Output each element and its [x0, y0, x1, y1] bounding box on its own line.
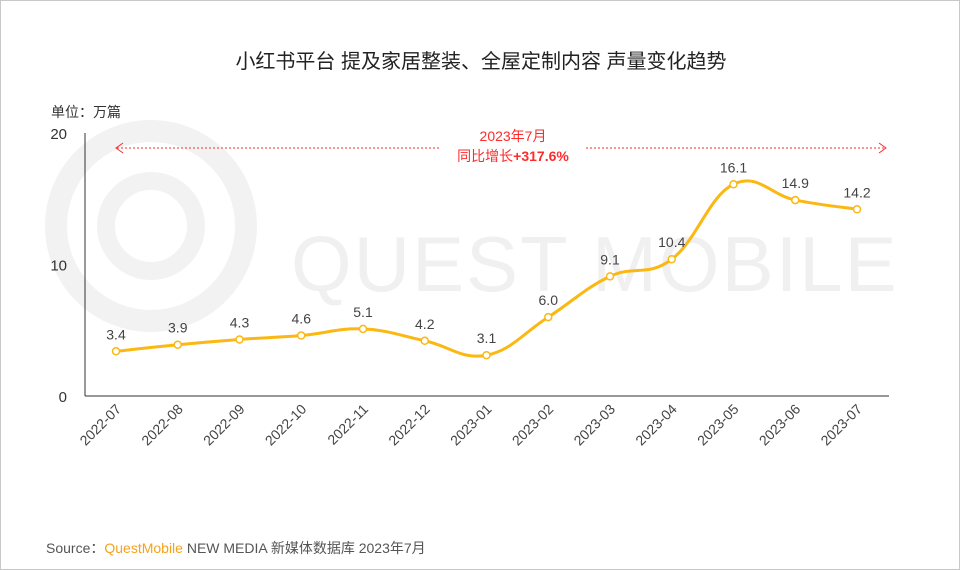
x-tick-label: 2022-10 [262, 401, 310, 449]
data-point [358, 324, 368, 334]
data-point [605, 272, 615, 281]
source-note: Source：QuestMobile NEW MEDIA 新媒体数据库 2023… [46, 538, 426, 558]
x-tick-label: 2023-01 [447, 401, 495, 449]
watermark-logo [45, 120, 257, 332]
data-point [111, 347, 121, 356]
data-label: 16.1 [720, 159, 747, 175]
x-tick-label: 2022-09 [200, 401, 248, 449]
data-point [667, 254, 676, 264]
x-tick-label: 2023-06 [756, 401, 804, 449]
x-tick-label: 2023-05 [694, 401, 742, 449]
x-tick-label: 2022-08 [138, 401, 186, 449]
watermark-image [291, 213, 931, 313]
data-label: 3.4 [106, 326, 126, 342]
data-point [482, 350, 491, 360]
x-tick-label: 2023-04 [632, 401, 680, 449]
data-point [791, 195, 800, 205]
x-tick-label: 2023-07 [817, 401, 865, 449]
y-tick-label: 10 [50, 258, 67, 275]
data-label: 4.6 [292, 311, 312, 327]
data-label: 14.9 [782, 175, 809, 191]
data-label: 5.1 [353, 304, 373, 320]
arrow-head-right-icon [878, 142, 887, 154]
unit-label: 单位：万篇 [51, 104, 121, 120]
x-tick-label: 2022-11 [324, 401, 371, 448]
chart-title: 小红书平台 提及家居整装、全屋定制内容 声量变化趋势 [235, 51, 727, 73]
source-brand: QuestMobile [104, 540, 183, 556]
annotation-growth-label: 同比增长 [457, 148, 513, 164]
source-rest: NEW MEDIA 新媒体数据库 2023年7月 [182, 540, 426, 556]
data-label: 4.3 [230, 314, 250, 330]
source-label: Source： [46, 540, 105, 556]
data-point [420, 336, 429, 346]
data-point [173, 340, 182, 349]
x-tick-label: 2023-03 [570, 401, 618, 449]
x-tick-label: 2022-12 [385, 401, 433, 449]
y-tick-label: 20 [50, 126, 67, 143]
annotation-growth-value: +317.6% [513, 148, 569, 164]
y-tick-label: 0 [59, 389, 67, 406]
data-point [235, 335, 244, 344]
data-label: 3.1 [477, 330, 497, 346]
x-tick-label: 2022-07 [76, 401, 124, 449]
annotation-growth: 同比增长+317.6% [457, 148, 569, 164]
x-tick-label: 2023-02 [509, 401, 557, 449]
data-point [852, 205, 862, 214]
data-label: 3.9 [168, 320, 188, 336]
data-label: 14.2 [843, 184, 870, 200]
annotation-date: 2023年7月 [480, 128, 547, 144]
data-point [544, 312, 553, 322]
data-point [729, 180, 738, 189]
watermark-logo-inner [97, 172, 205, 280]
data-point [297, 331, 306, 340]
arrow-head-left-icon [115, 142, 124, 154]
data-label: 10.4 [658, 234, 685, 250]
data-label: 9.1 [600, 251, 620, 267]
data-label: 4.2 [415, 316, 435, 332]
data-label: 6.0 [539, 292, 559, 308]
